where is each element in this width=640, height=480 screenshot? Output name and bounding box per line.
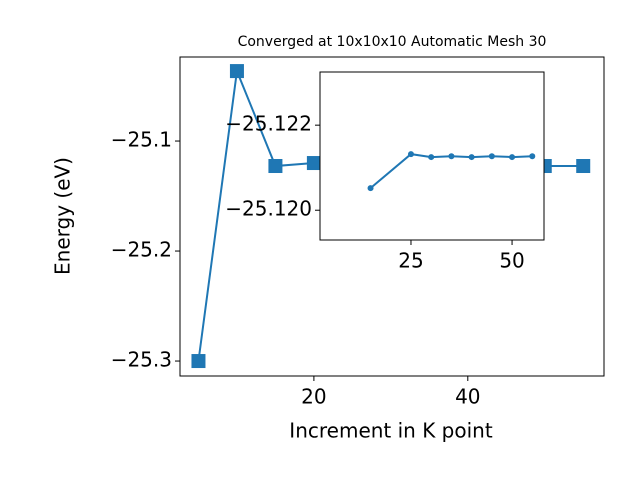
marker — [509, 154, 516, 161]
marker — [229, 64, 244, 79]
marker — [407, 151, 414, 158]
marker — [268, 159, 283, 174]
marker — [367, 185, 374, 192]
x-axis-label: Increment in K point — [289, 419, 493, 443]
y-tick-label: −25.3 — [111, 348, 172, 372]
x-tick-label: 50 — [499, 249, 524, 273]
chart-title: Converged at 10x10x10 Automatic Mesh 30 — [238, 34, 547, 50]
axes-frame — [179, 56, 605, 377]
axes-frame — [319, 71, 545, 241]
marker — [529, 153, 536, 160]
marker — [576, 159, 591, 174]
marker — [488, 153, 495, 160]
y-tick-label: −25.120 — [225, 197, 312, 221]
y-tick-label: −25.122 — [225, 112, 312, 136]
line — [369, 153, 533, 189]
marker — [191, 354, 206, 369]
x-tick-label: 40 — [455, 385, 480, 409]
marker — [448, 153, 455, 160]
plot-area — [367, 151, 536, 192]
marker — [306, 156, 321, 171]
x-tick-label: 20 — [301, 385, 326, 409]
marker — [428, 154, 435, 161]
y-tick-label: −25.1 — [111, 128, 172, 152]
y-axis-label: Energy (eV) — [51, 157, 75, 275]
x-tick-label: 25 — [398, 249, 423, 273]
y-tick-label: −25.2 — [111, 238, 172, 262]
marker — [468, 154, 475, 161]
